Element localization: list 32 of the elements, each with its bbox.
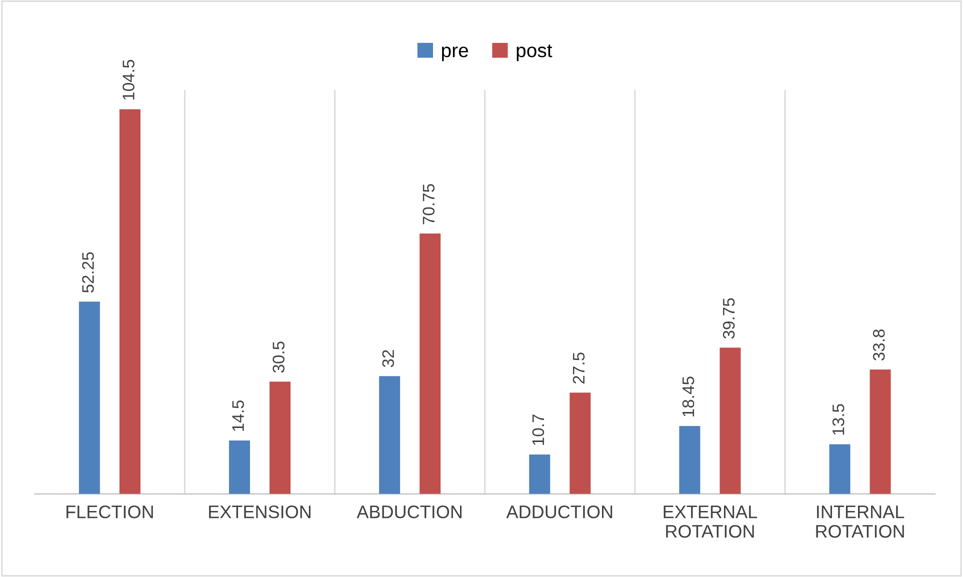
bar	[119, 109, 140, 494]
data-label: 18.45	[682, 376, 694, 416]
data-label: 52.25	[82, 252, 94, 293]
data-label: 27.5	[572, 352, 585, 384]
x-tick-label: EXTERNAL ROTATION	[664, 506, 758, 538]
bar	[229, 440, 250, 494]
data-label: 32	[382, 350, 394, 368]
bar	[270, 382, 291, 494]
bar	[679, 426, 700, 494]
data-label: 39.75	[722, 298, 735, 339]
bar	[829, 444, 850, 494]
bar	[570, 392, 591, 494]
bar	[720, 348, 741, 494]
x-tick-label: ABDUCTION	[356, 506, 462, 518]
data-label: 104.5	[122, 60, 134, 100]
legend-label: post	[516, 44, 552, 62]
bar	[870, 369, 891, 494]
x-tick-label: EXTENSION	[209, 506, 310, 518]
bar	[78, 302, 100, 494]
data-label: 14.5	[232, 400, 244, 431]
data-label: 13.5	[832, 404, 844, 435]
data-label: 10.7	[532, 414, 544, 445]
x-tick-label: ADDUCTION	[506, 506, 612, 518]
data-label: 30.5	[272, 342, 284, 373]
legend-label: pre	[442, 46, 468, 62]
bar	[420, 233, 441, 494]
x-tick-label: FLECTION	[66, 506, 153, 518]
bar	[379, 376, 400, 494]
bar	[529, 454, 550, 494]
x-tick-label: INTERNAL ROTATION	[816, 506, 904, 538]
data-label: 33.8	[872, 329, 885, 361]
data-label: 70.75	[422, 184, 435, 224]
